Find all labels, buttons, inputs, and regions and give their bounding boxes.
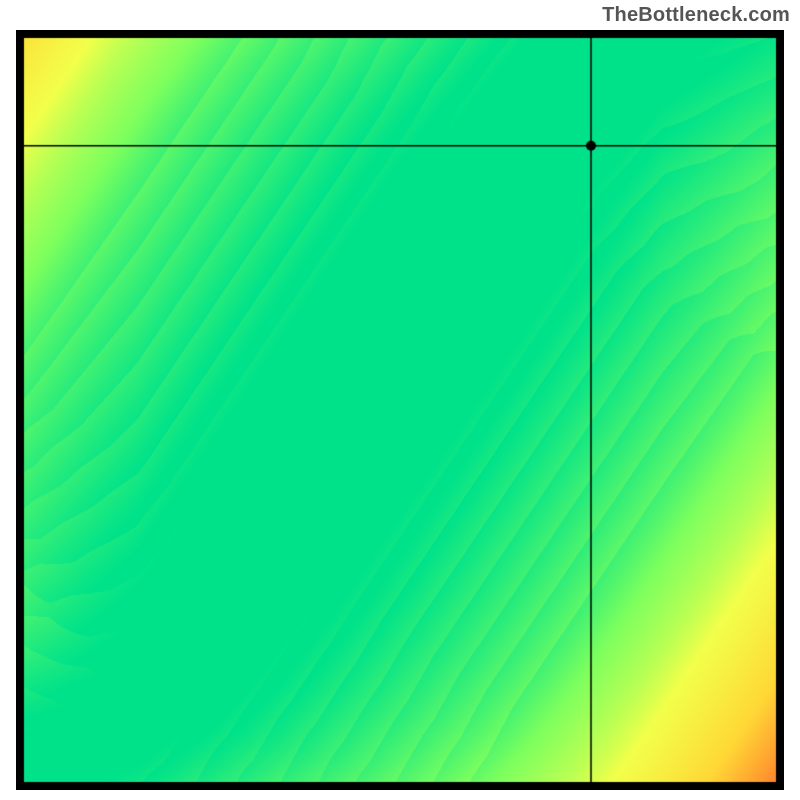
bottleneck-heatmap bbox=[16, 30, 784, 790]
watermark-text: TheBottleneck.com bbox=[602, 4, 790, 27]
chart-container: TheBottleneck.com bbox=[0, 0, 800, 800]
heatmap-canvas bbox=[16, 30, 784, 790]
